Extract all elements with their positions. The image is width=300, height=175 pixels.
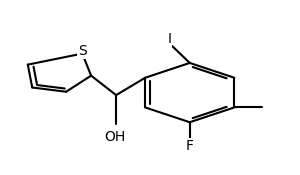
- Text: I: I: [167, 32, 171, 46]
- Text: F: F: [186, 139, 194, 153]
- Text: OH: OH: [104, 131, 125, 145]
- Text: S: S: [78, 44, 87, 58]
